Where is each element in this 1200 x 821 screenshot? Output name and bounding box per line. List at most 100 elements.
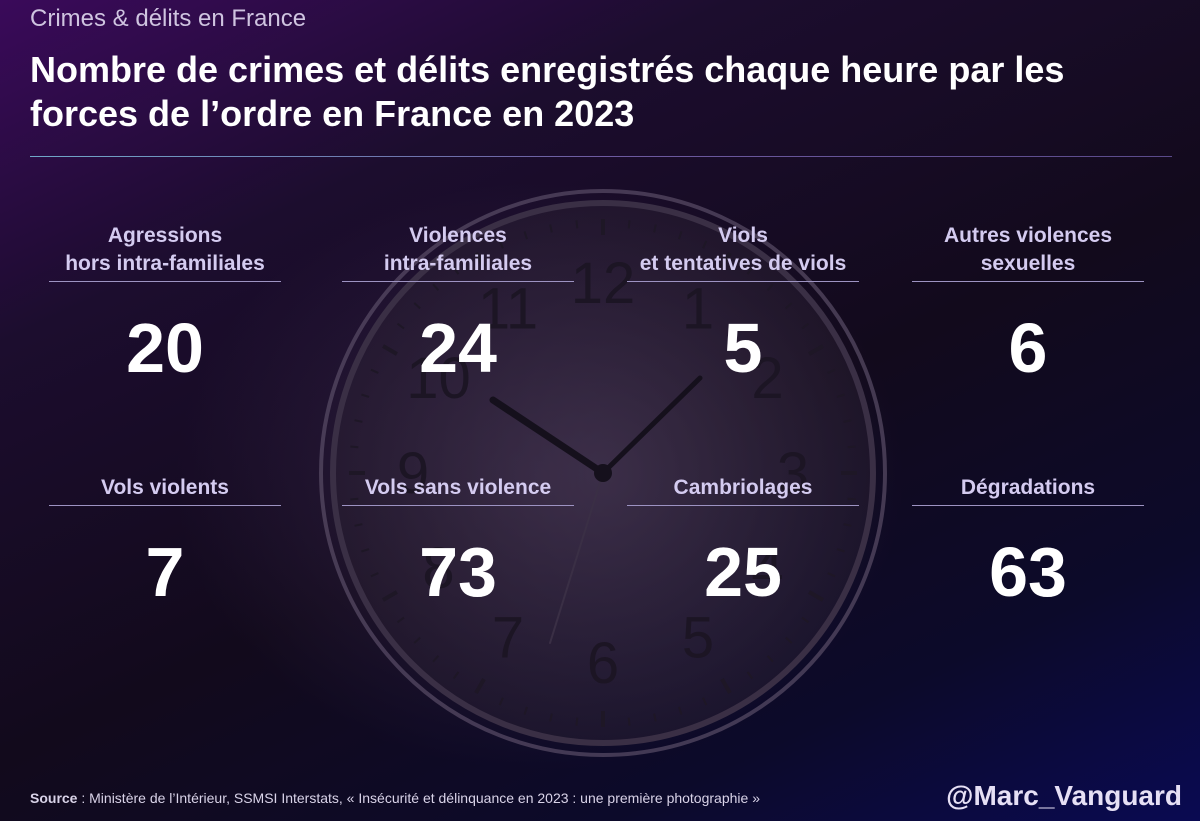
clock-minute-hand bbox=[600, 375, 703, 476]
clock-tick bbox=[801, 616, 810, 624]
stat-value: 5 bbox=[723, 309, 763, 387]
clock-tick bbox=[549, 224, 553, 233]
clock-tick bbox=[549, 713, 553, 722]
clock-numeral: 9 bbox=[397, 441, 429, 506]
stat-value: 73 bbox=[419, 533, 497, 611]
clock-tick bbox=[678, 231, 683, 240]
stat-label: Agressions hors intra-familiales bbox=[65, 224, 265, 275]
clock-tick bbox=[827, 368, 836, 374]
source-label: Source bbox=[30, 790, 78, 806]
stat-label: Vols sans violence bbox=[364, 476, 552, 499]
clock-tick bbox=[432, 283, 440, 291]
clock-tick bbox=[843, 419, 852, 423]
clock-tick bbox=[847, 497, 856, 501]
stat-value: 25 bbox=[704, 533, 782, 611]
stat-value: 7 bbox=[145, 533, 185, 611]
clock-tick bbox=[354, 523, 363, 527]
clock-tick bbox=[847, 445, 856, 449]
stat-label: Autres violences sexuelles bbox=[943, 224, 1113, 275]
clock-numeral: 4 bbox=[751, 536, 783, 601]
stat-divider bbox=[627, 505, 859, 506]
page-title: Nombre de crimes et délits enregistrés c… bbox=[30, 49, 1065, 134]
clock-center bbox=[594, 464, 612, 482]
clock-tick bbox=[350, 445, 359, 449]
stat-label: Viols et tentatives de viols bbox=[639, 224, 847, 275]
clock-numeral: 6 bbox=[587, 631, 619, 696]
clock-second-hand bbox=[549, 472, 604, 644]
stat-degradations: Dégradations 63 bbox=[912, 446, 1144, 612]
stat-divider bbox=[342, 281, 574, 282]
clock-tick bbox=[627, 717, 631, 726]
stat-cambriolages: Cambriolages 25 bbox=[627, 446, 859, 612]
clock-tick bbox=[382, 344, 398, 356]
clock-tick bbox=[836, 548, 845, 553]
kicker: Crimes & délits en France bbox=[30, 5, 307, 32]
clock-tick bbox=[801, 322, 810, 330]
author-handle: @Marc_Vanguard bbox=[946, 780, 1182, 811]
clock-numeral: 11 bbox=[478, 276, 538, 341]
stat-value: 63 bbox=[989, 533, 1067, 611]
clock-tick bbox=[746, 266, 754, 275]
clock-hour-hand bbox=[489, 396, 607, 477]
clock-tick bbox=[498, 697, 504, 706]
clock-tick bbox=[843, 523, 852, 527]
clock-numeral: 1 bbox=[682, 276, 714, 341]
clock-tick bbox=[785, 636, 793, 644]
stat-divider bbox=[49, 505, 281, 506]
stat-value: 6 bbox=[1008, 309, 1048, 387]
stat-divider bbox=[342, 505, 574, 506]
clock-numeral: 12 bbox=[571, 251, 636, 316]
clock-tick bbox=[382, 590, 398, 602]
clock-tick bbox=[766, 655, 774, 663]
clock-numeral: 5 bbox=[682, 606, 714, 671]
clock-tick bbox=[575, 220, 579, 229]
stat-autres-violences-sexuelles: Autres violences sexuelles 6 bbox=[912, 222, 1144, 388]
stat-label: Vols violents bbox=[101, 476, 229, 499]
title-divider bbox=[30, 156, 1172, 157]
clock-tick bbox=[452, 266, 460, 275]
clock-tick bbox=[354, 419, 363, 423]
clock-tick bbox=[523, 231, 528, 240]
source-note: Source : Ministère de l’Intérieur, SSMSI… bbox=[30, 790, 760, 806]
clock-tick bbox=[413, 302, 421, 310]
clock-numeral: 2 bbox=[751, 346, 783, 411]
stat-divider bbox=[49, 281, 281, 282]
clock-tick bbox=[836, 393, 845, 398]
clock-tick bbox=[523, 706, 528, 715]
clock-tick bbox=[808, 590, 824, 602]
clock-tick bbox=[720, 678, 732, 694]
clock-tick bbox=[452, 671, 460, 680]
clock-tick bbox=[361, 548, 370, 553]
clock-tick bbox=[678, 706, 683, 715]
clock-tick bbox=[785, 302, 793, 310]
clock-tick bbox=[361, 393, 370, 398]
clock-ticks bbox=[349, 219, 857, 727]
stat-label: Violences intra-familiales bbox=[383, 224, 533, 275]
stat-vols-violents: Vols violents 7 bbox=[49, 446, 281, 612]
clock-tick bbox=[413, 636, 421, 644]
clock-tick bbox=[350, 497, 359, 501]
clock-tick bbox=[370, 368, 379, 374]
clock-tick bbox=[370, 572, 379, 578]
stat-vols-sans-violence: Vols sans violence 73 bbox=[342, 446, 574, 612]
clock-tick bbox=[474, 252, 486, 268]
clock-tick bbox=[766, 283, 774, 291]
stat-agressions: Agressions hors intra-familiales 20 bbox=[49, 222, 281, 388]
clock-numeral: 8 bbox=[422, 536, 454, 601]
clock-numeral: 10 bbox=[406, 346, 471, 411]
stat-label: Dégradations bbox=[960, 476, 1096, 499]
clock-tick bbox=[575, 717, 579, 726]
stat-divider bbox=[912, 505, 1144, 506]
clock-tick bbox=[808, 344, 824, 356]
clock-hands bbox=[489, 375, 703, 644]
stat-value: 24 bbox=[419, 309, 497, 387]
stat-divider bbox=[912, 281, 1144, 282]
stat-viols: Viols et tentatives de viols 5 bbox=[627, 222, 859, 388]
clock-tick bbox=[432, 655, 440, 663]
clock-tick bbox=[827, 572, 836, 578]
stat-value: 20 bbox=[126, 309, 204, 387]
clock-tick bbox=[498, 240, 504, 249]
clock-tick bbox=[474, 678, 486, 694]
stat-label: Cambriolages bbox=[673, 476, 813, 499]
